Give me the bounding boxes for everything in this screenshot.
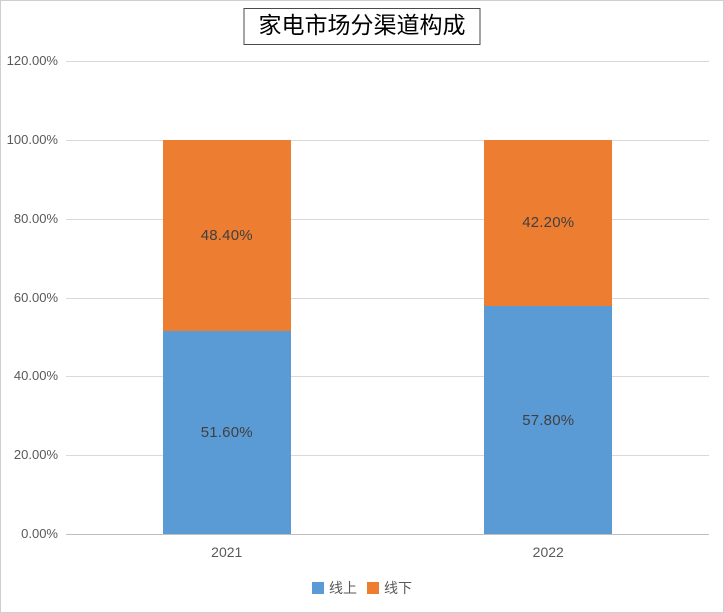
gridline bbox=[66, 61, 709, 62]
gridline bbox=[66, 219, 709, 220]
x-axis-line bbox=[66, 534, 709, 535]
x-tick-label: 2022 bbox=[532, 544, 564, 560]
gridline bbox=[66, 298, 709, 299]
data-label: 48.40% bbox=[200, 226, 253, 244]
legend-item: 线下 bbox=[367, 578, 412, 598]
data-label: 57.80% bbox=[522, 411, 575, 429]
data-label: 51.60% bbox=[200, 423, 253, 441]
legend-swatch-icon bbox=[367, 582, 379, 594]
y-tick-label: 0.00% bbox=[21, 526, 58, 541]
legend: 线上 线下 bbox=[1, 578, 723, 598]
y-tick-label: 80.00% bbox=[13, 211, 58, 226]
chart-title: 家电市场分渠道构成 bbox=[243, 8, 481, 45]
gridline bbox=[66, 376, 709, 377]
bar-segment: 42.20% bbox=[484, 139, 613, 307]
y-tick-label: 60.00% bbox=[13, 290, 58, 305]
legend-label: 线下 bbox=[384, 580, 412, 596]
y-tick-label: 20.00% bbox=[13, 447, 58, 462]
y-tick-label: 120.00% bbox=[6, 53, 58, 68]
y-tick-label: 100.00% bbox=[6, 132, 58, 147]
legend-swatch-icon bbox=[312, 582, 324, 594]
bar-segment: 51.60% bbox=[162, 330, 291, 534]
gridline bbox=[66, 140, 709, 141]
legend-label: 线上 bbox=[329, 580, 357, 596]
x-tick-label: 2021 bbox=[211, 544, 243, 560]
plot-area: 51.60% 48.40% 57.80% 42.20% bbox=[66, 61, 709, 535]
gridline bbox=[66, 455, 709, 456]
bar-segment: 57.80% bbox=[484, 306, 613, 534]
data-label: 42.20% bbox=[522, 214, 575, 232]
bar-segment: 48.40% bbox=[162, 139, 291, 331]
legend-item: 线上 bbox=[312, 578, 357, 598]
y-tick-label: 40.00% bbox=[13, 368, 58, 383]
